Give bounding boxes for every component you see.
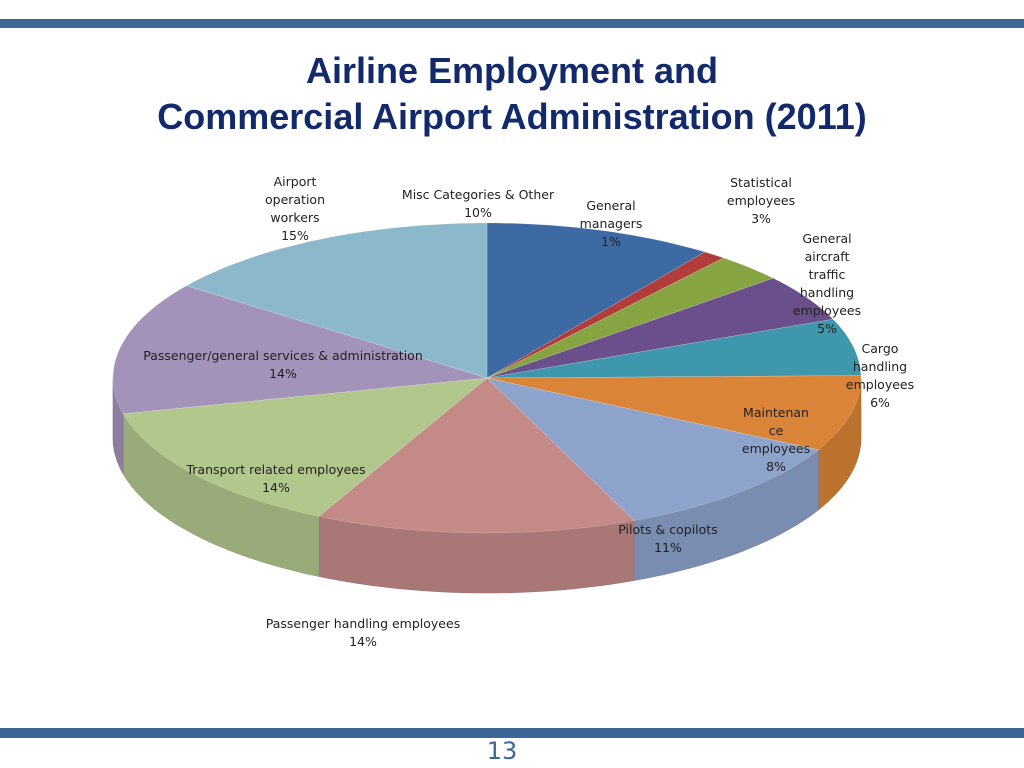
data-label-line: handling <box>853 359 907 374</box>
slide-title-line-1: Airline Employment and <box>305 50 719 91</box>
data-label-percent: 8% <box>766 459 786 474</box>
data-label-line: General <box>586 198 635 213</box>
data-label-percent: 5% <box>817 321 837 336</box>
data-label-line: employees <box>846 377 914 392</box>
data-label-line: Statistical <box>730 175 792 190</box>
data-label-percent: 14% <box>269 366 297 381</box>
pie-side-passenger-general-services-administration <box>112 378 124 474</box>
data-label-line: aircraft <box>805 249 850 264</box>
pie-depth-layer <box>112 378 862 594</box>
pie-top-layer <box>112 222 862 534</box>
data-label-line: traffic <box>809 267 846 282</box>
data-label-line: Transport related employees <box>185 462 365 477</box>
pie-slice-transport-related-employees <box>122 377 488 517</box>
data-label-line: Maintenan <box>743 405 809 420</box>
data-label-general-aircraft-traffic-handling-employees: General aircraft traffic handling employees 5… <box>793 231 861 336</box>
data-label-passenger-general-services-administration: Passenger/general services & administrat… <box>143 348 423 381</box>
data-label-percent: 3% <box>751 211 771 226</box>
pie-slice-airport-operation-workers <box>185 222 488 379</box>
data-label-pilots-copilots: Pilots & copilots 11% <box>618 522 717 555</box>
page-number: 13 <box>486 737 518 765</box>
data-label-line: handling <box>800 285 854 300</box>
pie-slice-pilots-copilots <box>486 377 819 521</box>
data-label-line: employees <box>742 441 810 456</box>
data-label-line: workers <box>270 210 319 225</box>
data-label-percent: 11% <box>654 540 682 555</box>
data-label-misc-categories-other: Misc Categories & Other 10% <box>402 187 555 220</box>
data-label-percent: 15% <box>281 228 309 243</box>
data-label-general-managers: General managers 1% <box>580 198 643 249</box>
pie-labels-layer: Misc Categories & Other 10% General manager… <box>143 174 914 649</box>
bottom-accent-band <box>0 728 1024 738</box>
pie-slice-passenger-general-services-administration <box>112 285 488 415</box>
pie-slice-cargo-handling-employees <box>486 318 862 379</box>
slide-title-line-2: Commercial Airport Administration (2011) <box>157 96 867 137</box>
data-label-percent: 14% <box>262 480 290 495</box>
data-label-line: employees <box>727 193 795 208</box>
data-label-line: Pilots & copilots <box>618 522 717 537</box>
data-label-statistical-employees: Statistical employees 3% <box>727 175 795 226</box>
top-accent-band <box>0 19 1024 28</box>
pie-slice-statistical-employees <box>486 257 774 379</box>
data-label-line: Cargo <box>862 341 899 356</box>
data-label-passenger-handling-employees: Passenger handling employees 14% <box>266 616 460 649</box>
data-label-maintenance-employees: Maintenan ce employees 8% <box>742 405 810 474</box>
data-label-percent: 14% <box>349 634 377 649</box>
pie-slice-passenger-handling-employees <box>318 377 635 534</box>
data-label-cargo-handling-employees: Cargo handling employees 6% <box>846 341 914 410</box>
data-label-line: ce <box>769 423 784 438</box>
slide-title: Airline Employment and Commercial Airpor… <box>0 48 1024 140</box>
data-label-line: Airport <box>274 174 317 189</box>
data-label-percent: 6% <box>870 395 890 410</box>
data-label-line: Passenger handling employees <box>266 616 460 631</box>
data-label-airport-operation-workers: Airport operation workers 15% <box>265 174 325 243</box>
data-label-percent: 10% <box>464 205 492 220</box>
pie-slice-general-managers <box>486 251 725 379</box>
data-label-line: employees <box>793 303 861 318</box>
data-label-line: Misc Categories & Other <box>402 187 555 202</box>
pie-slice-general-aircraft-traffic-handling-employees <box>486 277 834 379</box>
data-label-line: Passenger/general services & administrat… <box>143 348 423 363</box>
data-label-percent: 1% <box>601 234 621 249</box>
data-label-line: operation <box>265 192 325 207</box>
pie-slice-misc-categories-other <box>486 222 706 379</box>
pie-slice-maintenance-employees <box>486 375 862 451</box>
data-label-line: General <box>802 231 851 246</box>
data-label-transport-related-employees: Transport related employees 14% <box>185 462 365 495</box>
data-label-line: managers <box>580 216 643 231</box>
